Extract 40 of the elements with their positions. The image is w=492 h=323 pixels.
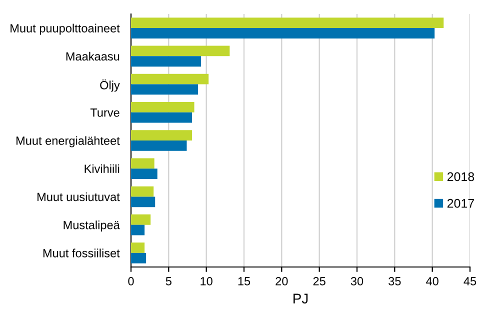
x-tick-label: 35 bbox=[388, 277, 401, 286]
x-tick-label: 5 bbox=[166, 277, 172, 286]
y-tick-label: Kivihiili bbox=[84, 164, 120, 173]
bar bbox=[131, 112, 192, 123]
y-tick-label: Mustalipeä bbox=[64, 220, 120, 232]
bar bbox=[131, 252, 146, 264]
bar bbox=[131, 18, 444, 28]
y-tick-label: Muut energialähteet bbox=[16, 136, 120, 148]
bar bbox=[131, 186, 154, 197]
legend-label: 2017 bbox=[447, 198, 474, 208]
y-tick-label: Muut puupolttoaineet bbox=[10, 24, 120, 35]
bar bbox=[131, 28, 435, 38]
y-tick-label: Turve bbox=[90, 108, 120, 117]
x-tick-label: 40 bbox=[426, 277, 438, 286]
y-tick-label: Maakaasu bbox=[66, 52, 120, 61]
bar bbox=[131, 84, 198, 95]
bar bbox=[131, 196, 156, 208]
x-tick-label: 30 bbox=[350, 277, 364, 286]
bar bbox=[131, 56, 202, 67]
bar bbox=[131, 158, 154, 169]
bar bbox=[131, 214, 151, 225]
x-axis-title: PJ bbox=[294, 294, 308, 304]
bar bbox=[131, 140, 187, 151]
y-tick-label: Öljy bbox=[100, 79, 120, 92]
bar bbox=[131, 224, 145, 236]
x-tick-label: 20 bbox=[276, 277, 288, 286]
bar bbox=[131, 168, 158, 180]
x-tick-label: 15 bbox=[238, 277, 250, 286]
y-tick-label: Muut uusiutuvat bbox=[38, 192, 120, 202]
bar bbox=[131, 74, 209, 84]
bar bbox=[131, 130, 192, 140]
x-tick-label: 0 bbox=[128, 277, 134, 286]
bar bbox=[131, 46, 230, 56]
x-tick-label: 25 bbox=[313, 277, 326, 286]
legend-label: 2018 bbox=[447, 172, 474, 182]
bar bbox=[131, 102, 194, 112]
y-tick-label: Muut fossiiliset bbox=[43, 248, 120, 258]
x-tick-label: 45 bbox=[464, 277, 476, 286]
bar bbox=[131, 242, 145, 253]
x-tick-label: 10 bbox=[200, 277, 212, 286]
